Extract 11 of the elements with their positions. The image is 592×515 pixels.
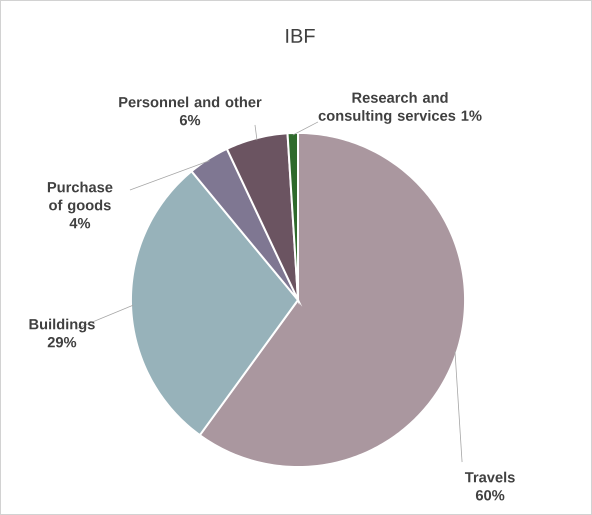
data-label: 1%: [462, 110, 482, 121]
chart-title: IBF: [286, 29, 315, 43]
slice-label: Buildings: [29, 318, 95, 332]
slice-label: Purchase of goods: [48, 182, 112, 214]
slice-label: Research and consulting services: [318, 92, 456, 124]
data-label: 6%: [180, 114, 200, 126]
slice-label: Personnel and other: [119, 96, 262, 108]
data-label: 60%: [476, 490, 504, 500]
data-label: 29%: [48, 337, 76, 348]
data-label: 4%: [70, 218, 90, 228]
slice-label: Travels: [464, 472, 515, 482]
